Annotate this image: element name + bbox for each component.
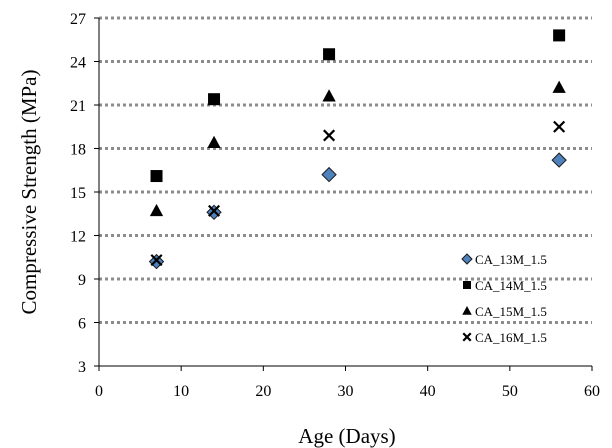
cross-stroke — [208, 204, 221, 217]
y-tick-label: 15 — [70, 185, 86, 202]
data-point — [323, 48, 336, 61]
data-point — [462, 332, 472, 342]
data-point — [551, 152, 567, 168]
data-point — [150, 170, 163, 183]
data-point — [552, 80, 566, 93]
series-2 — [150, 29, 566, 183]
y-tick-label: 3 — [78, 359, 86, 376]
series-4 — [150, 120, 566, 267]
data-point — [207, 135, 221, 148]
data-point — [208, 93, 221, 106]
data-point — [208, 204, 221, 217]
data-point — [463, 281, 471, 289]
cross-stroke — [462, 332, 472, 342]
legend-label: CA_14M_1.5 — [475, 278, 547, 293]
x-tick-label: 0 — [95, 383, 103, 400]
cross-stroke — [553, 120, 566, 133]
legend-label: CA_16M_1.5 — [475, 330, 547, 345]
data-point — [321, 166, 337, 183]
legend-label: CA_13M_1.5 — [475, 252, 547, 267]
legend-label: CA_15M_1.5 — [475, 304, 547, 319]
data-point — [150, 254, 163, 267]
y-tick-labels: 3 6 9 12 15 18 21 24 27 — [70, 11, 86, 376]
x-tick-label: 50 — [502, 383, 518, 400]
y-tick-label: 9 — [78, 272, 86, 289]
legend: CA_13M_1.5 CA_14M_1.5 CA_15M_1.5 CA_16M_1.5 — [461, 252, 547, 345]
y-tick-label: 24 — [70, 55, 86, 72]
y-axis-title: Compressive Strength (MPa) — [17, 70, 41, 315]
x-tick-label: 60 — [584, 383, 600, 400]
x-tick-label: 10 — [173, 383, 189, 400]
series-3 — [149, 80, 566, 217]
y-tick-label: 12 — [70, 229, 86, 246]
x-tick-label: 40 — [420, 383, 436, 400]
data-point — [553, 29, 566, 42]
x-tick-label: 20 — [255, 383, 271, 400]
data-point — [322, 89, 336, 102]
data-points — [148, 29, 567, 270]
y-tick-label: 27 — [70, 11, 86, 28]
axes — [94, 17, 593, 371]
gridlines — [99, 16, 592, 324]
data-point — [461, 253, 473, 265]
x-tick-labels: 0 10 20 30 40 50 60 — [95, 383, 600, 400]
cross-stroke — [323, 129, 336, 142]
x-tick-label: 30 — [338, 383, 354, 400]
data-point — [553, 120, 566, 133]
data-point — [323, 129, 336, 142]
x-axis-title: Age (Days) — [298, 424, 395, 448]
y-tick-label: 6 — [78, 316, 86, 333]
data-point — [149, 203, 164, 217]
cross-stroke — [150, 254, 163, 267]
y-tick-label: 21 — [70, 98, 86, 115]
data-point — [462, 306, 472, 315]
y-tick-label: 18 — [70, 142, 86, 159]
